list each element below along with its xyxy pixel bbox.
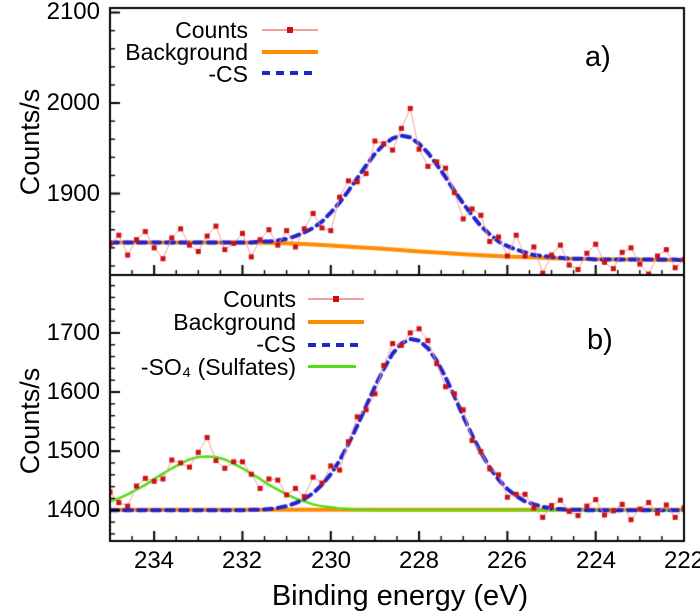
x-tick-label: 230 xyxy=(310,547,352,574)
legend-label-cs: -CS xyxy=(208,61,248,87)
legend-label-counts: Counts xyxy=(175,17,248,43)
x-tick-label: 222 xyxy=(663,547,700,574)
legend-sample-counts xyxy=(262,27,318,33)
legend-label-background: Background xyxy=(173,309,296,335)
y-tick-label: 1400 xyxy=(46,496,100,523)
legend-sample-cs xyxy=(308,343,364,347)
legend-label-background: Background xyxy=(125,39,248,65)
y-axis-title-panel-a: Counts/s xyxy=(15,88,45,196)
legend-sample-counts xyxy=(308,296,364,302)
legend-sample-so4 xyxy=(308,365,356,368)
legend-sample-background xyxy=(262,50,318,54)
y-tick-label: 2100 xyxy=(46,0,100,25)
x-tick-label: 226 xyxy=(486,547,528,574)
y-tick-label: 1500 xyxy=(46,437,100,464)
y-axis-title-panel-b: Counts/s xyxy=(15,367,45,475)
counts-marker-icon xyxy=(333,296,339,302)
y-tick-label: 1600 xyxy=(46,378,100,405)
panel-label-a: a) xyxy=(585,41,611,73)
legend-label-so4: -SO₄ (Sulfates) xyxy=(140,354,296,380)
y-tick-label: 1700 xyxy=(46,319,100,346)
legend-label-counts: Counts xyxy=(223,286,296,312)
x-tick-label: 234 xyxy=(133,547,175,574)
x-tick-label: 224 xyxy=(575,547,617,574)
legend-sample-cs xyxy=(262,71,318,75)
x-axis-title: Binding energy (eV) xyxy=(271,580,529,612)
x-tick-label: 232 xyxy=(221,547,263,574)
legend-sample-background xyxy=(308,320,364,324)
legend-label-cs: -CS xyxy=(256,331,296,357)
y-tick-label: 2000 xyxy=(46,89,100,116)
counts-marker-icon xyxy=(287,27,293,33)
panel-label-b: b) xyxy=(587,324,613,356)
y-tick-label: 1900 xyxy=(46,180,100,207)
x-tick-label: 228 xyxy=(398,547,440,574)
